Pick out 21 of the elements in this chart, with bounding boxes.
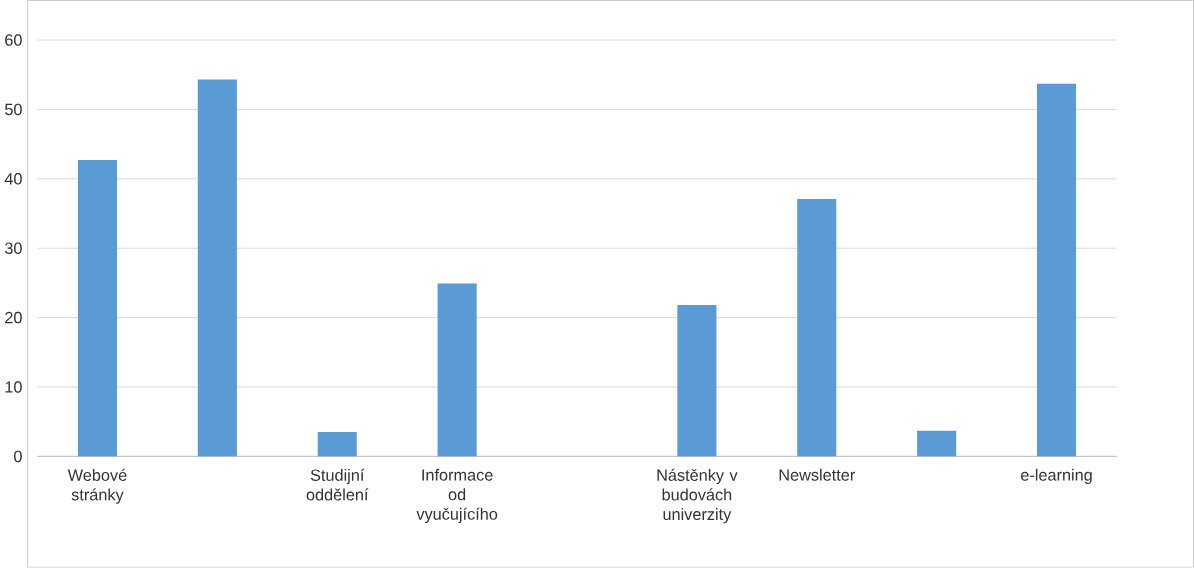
x-tick-label: Nástěnky v budovách univerzity [657,468,738,524]
bar [917,430,957,457]
y-tick-label: 40 [4,173,22,185]
y-tick-label: 60 [5,34,22,46]
y-tick-label: 30 [4,242,22,255]
bar [437,283,477,457]
bar [1037,83,1077,457]
y-tick-label: 10 [5,381,22,393]
x-tick-label: Informace od vyučujícího [416,468,498,524]
bar [317,432,357,457]
bar [77,160,117,457]
y-tick-label: 50 [5,103,22,116]
bar [197,79,237,457]
x-tick-label: Webové stránky [67,468,127,504]
y-tick-label: 0 [14,450,22,463]
x-tick-label: Newsletter [779,468,855,481]
bar [797,199,837,457]
y-tick-label: 20 [5,311,22,324]
x-tick-label: Studijní oddělení [306,468,369,501]
bar [677,305,717,457]
x-tick-label: e-learning [1021,468,1092,485]
